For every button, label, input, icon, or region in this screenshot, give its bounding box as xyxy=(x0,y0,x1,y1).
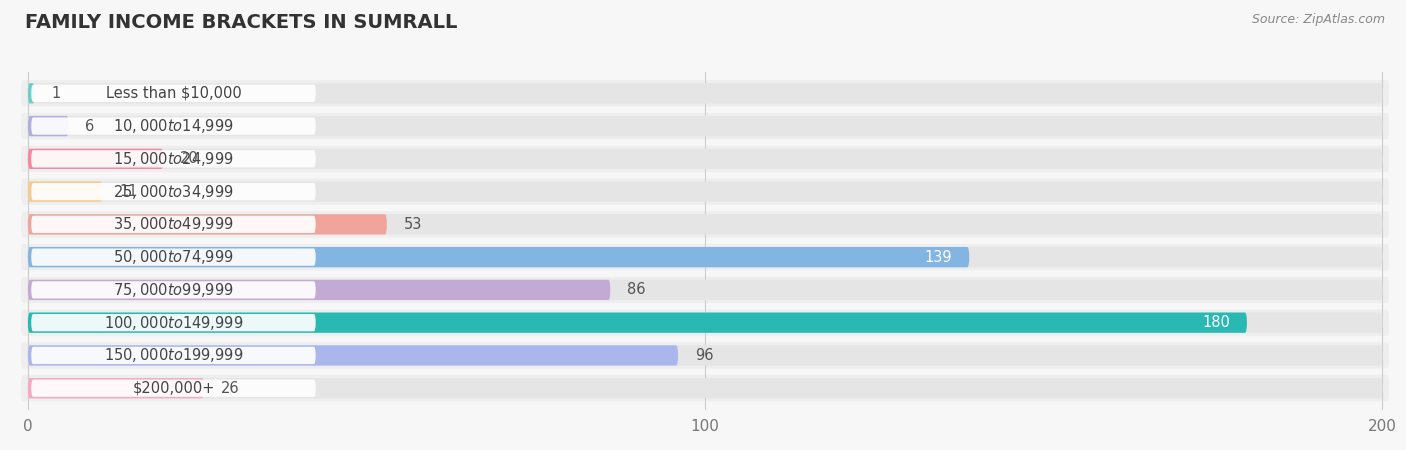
FancyBboxPatch shape xyxy=(28,116,1382,136)
Text: 180: 180 xyxy=(1202,315,1230,330)
Text: 96: 96 xyxy=(695,348,713,363)
FancyBboxPatch shape xyxy=(31,314,316,331)
FancyBboxPatch shape xyxy=(28,83,1382,104)
FancyBboxPatch shape xyxy=(21,80,1389,106)
Text: $50,000 to $74,999: $50,000 to $74,999 xyxy=(112,248,233,266)
Text: $75,000 to $99,999: $75,000 to $99,999 xyxy=(112,281,233,299)
FancyBboxPatch shape xyxy=(28,280,610,300)
FancyBboxPatch shape xyxy=(28,116,69,136)
FancyBboxPatch shape xyxy=(28,83,35,104)
Text: 11: 11 xyxy=(120,184,138,199)
Text: Less than $10,000: Less than $10,000 xyxy=(105,86,242,101)
FancyBboxPatch shape xyxy=(28,247,969,267)
Text: $15,000 to $24,999: $15,000 to $24,999 xyxy=(112,150,233,168)
FancyBboxPatch shape xyxy=(31,379,316,397)
Text: 26: 26 xyxy=(221,381,239,396)
Text: FAMILY INCOME BRACKETS IN SUMRALL: FAMILY INCOME BRACKETS IN SUMRALL xyxy=(25,14,458,32)
FancyBboxPatch shape xyxy=(31,183,316,200)
FancyBboxPatch shape xyxy=(28,345,678,365)
Text: Source: ZipAtlas.com: Source: ZipAtlas.com xyxy=(1251,14,1385,27)
Text: 139: 139 xyxy=(925,250,952,265)
FancyBboxPatch shape xyxy=(21,146,1389,172)
FancyBboxPatch shape xyxy=(28,312,1247,333)
FancyBboxPatch shape xyxy=(31,150,316,167)
FancyBboxPatch shape xyxy=(28,280,1382,300)
FancyBboxPatch shape xyxy=(28,378,1382,398)
FancyBboxPatch shape xyxy=(21,375,1389,401)
FancyBboxPatch shape xyxy=(21,113,1389,139)
FancyBboxPatch shape xyxy=(31,281,316,298)
FancyBboxPatch shape xyxy=(28,181,1382,202)
Text: $35,000 to $49,999: $35,000 to $49,999 xyxy=(112,216,233,234)
FancyBboxPatch shape xyxy=(21,277,1389,303)
Text: $10,000 to $14,999: $10,000 to $14,999 xyxy=(112,117,233,135)
FancyBboxPatch shape xyxy=(28,148,163,169)
FancyBboxPatch shape xyxy=(31,216,316,233)
FancyBboxPatch shape xyxy=(28,214,387,234)
FancyBboxPatch shape xyxy=(21,179,1389,205)
Text: 86: 86 xyxy=(627,283,645,297)
Text: $100,000 to $149,999: $100,000 to $149,999 xyxy=(104,314,243,332)
Text: $200,000+: $200,000+ xyxy=(132,381,215,396)
FancyBboxPatch shape xyxy=(28,378,204,398)
Text: $25,000 to $34,999: $25,000 to $34,999 xyxy=(112,183,233,201)
FancyBboxPatch shape xyxy=(21,310,1389,336)
FancyBboxPatch shape xyxy=(28,247,1382,267)
FancyBboxPatch shape xyxy=(28,214,1382,234)
FancyBboxPatch shape xyxy=(31,85,316,102)
FancyBboxPatch shape xyxy=(31,347,316,364)
FancyBboxPatch shape xyxy=(31,117,316,135)
FancyBboxPatch shape xyxy=(28,181,103,202)
Text: $150,000 to $199,999: $150,000 to $199,999 xyxy=(104,346,243,364)
FancyBboxPatch shape xyxy=(21,244,1389,270)
FancyBboxPatch shape xyxy=(21,342,1389,369)
FancyBboxPatch shape xyxy=(21,211,1389,238)
Text: 20: 20 xyxy=(180,151,200,166)
FancyBboxPatch shape xyxy=(28,312,1382,333)
Text: 53: 53 xyxy=(404,217,422,232)
FancyBboxPatch shape xyxy=(28,345,1382,365)
Text: 1: 1 xyxy=(52,86,60,101)
FancyBboxPatch shape xyxy=(31,248,316,266)
Text: 6: 6 xyxy=(86,118,94,134)
FancyBboxPatch shape xyxy=(28,148,1382,169)
